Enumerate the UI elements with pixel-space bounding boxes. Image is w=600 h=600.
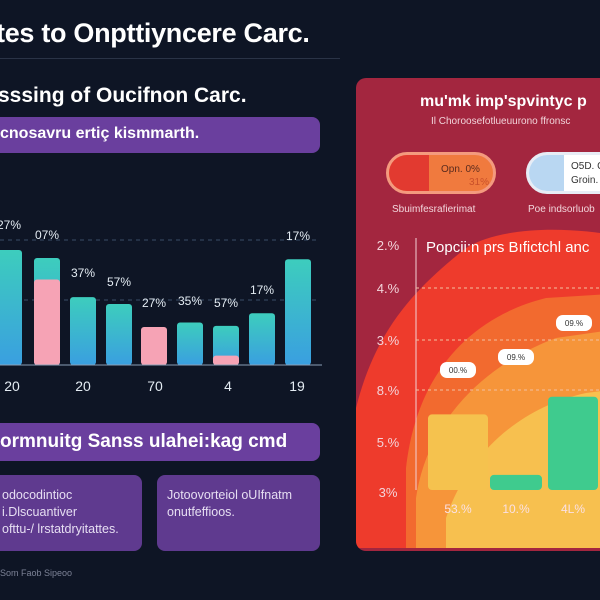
- bar-label: 57%: [214, 296, 238, 310]
- right-bar-chart: 2.% 4.% 3.% 8.% 5.% 3% Popcii:n prs Bıfictchl …: [356, 229, 600, 548]
- info-card-1: odocodintioc i.Dlscuantiver ofttu-/ lrst…: [0, 475, 142, 551]
- bar-label: 07%: [35, 228, 59, 242]
- bar-label: 17%: [250, 283, 274, 297]
- y-tick-label: 3%: [379, 485, 398, 500]
- y-tick-label: 3.%: [377, 333, 400, 348]
- banner-text: cnosavru ertiç kismmarth.: [0, 125, 200, 142]
- chart-title: Popcii:n prs Bıfictchl anc: [426, 239, 590, 256]
- bar: [428, 414, 488, 490]
- section-subtitle: sssing of Oucifnon Carc.: [0, 84, 247, 107]
- right-panel: mu'mk imp'spvintyc p Il Choroosefotlueuu…: [356, 78, 600, 551]
- stat-pill-2: O5D. C Groin.: [526, 152, 600, 194]
- x-tick-label: 10.%: [502, 502, 530, 516]
- card-line: ofttu-/ lrstatdryitattes.: [2, 522, 119, 536]
- badge-label: 09.%: [565, 319, 583, 328]
- bar-pink: [141, 327, 167, 365]
- pill-sub: Groin.: [571, 175, 599, 186]
- pill-label: Sbuimfesrafierimat: [392, 204, 476, 215]
- bar-teal: [285, 259, 311, 365]
- bar-label: 17%: [286, 229, 310, 243]
- bar-teal: [0, 250, 22, 365]
- bar-pink: [213, 355, 239, 365]
- y-tick-label: 2.%: [377, 238, 400, 253]
- pill-value: Opn. 0%: [441, 164, 480, 175]
- banner2-text: ormnuitg Sanss ulahei:kag cmd: [0, 431, 288, 452]
- info-card-2: Jotoovorteiol oUIfnatm onutfeffioos.: [157, 475, 320, 551]
- panel-title: mu'mk imp'spvintyc p: [420, 93, 587, 110]
- bar-label: 37%: [71, 266, 95, 280]
- bar-label: 27%: [142, 296, 166, 310]
- card-line: i.Dlscuantiver: [2, 505, 78, 519]
- bar-teal: [106, 304, 132, 365]
- x-tick-label: 19: [289, 378, 305, 394]
- pill-fill: [529, 155, 564, 191]
- left-bar-chart: 27% 07% 37% 57% 27% 35% 57% 17% 17% 20 20 70 4 19: [0, 218, 322, 394]
- bar-pink: [34, 279, 60, 365]
- footer-text: Som Faob Sipeoo: [0, 568, 73, 578]
- bar-teal: [213, 325, 239, 365]
- bar-teal: [177, 322, 203, 365]
- bar-label: 57%: [107, 275, 131, 289]
- pill-label: Poe indsorluob: [528, 204, 595, 215]
- x-tick-label: 4: [224, 378, 232, 394]
- page-title: tes to Onpttiyncere Carc.: [0, 18, 310, 48]
- card-line: odocodintioc: [2, 488, 73, 502]
- bar-teal: [249, 313, 275, 365]
- value-badge: [556, 315, 592, 331]
- pill-sub: 31%: [469, 177, 490, 188]
- y-tick-label: 5.%: [377, 435, 400, 450]
- pill-value: O5D. C: [571, 161, 600, 172]
- x-tick-label: 4L%: [561, 502, 585, 516]
- y-tick-label: 4.%: [377, 281, 400, 296]
- x-tick-label: 20: [4, 378, 20, 394]
- section-banner: cnosavru ertiç kismmarth.: [0, 117, 320, 153]
- section2-banner: ormnuitg Sanss ulahei:kag cmd: [0, 423, 320, 461]
- x-tick-label: 70: [147, 378, 163, 394]
- value-badge: [440, 362, 476, 378]
- x-tick-label: 53.%: [444, 502, 472, 516]
- pill-fill: [389, 155, 429, 191]
- badge-label: 09.%: [507, 353, 525, 362]
- badge-label: 00.%: [449, 366, 467, 375]
- bar-teal: [70, 297, 96, 365]
- bar-label: 27%: [0, 218, 21, 232]
- card-line: Jotoovorteiol oUIfnatm: [167, 488, 293, 502]
- divider: [0, 58, 340, 59]
- value-badge: [498, 349, 534, 365]
- bar-label: 35%: [178, 294, 202, 308]
- stat-pill-1: Opn. 0% 31%: [386, 152, 496, 194]
- bar: [490, 474, 542, 490]
- x-tick-label: 20: [75, 378, 91, 394]
- panel-subtitle: Il Choroosefotlueuurono ffronsc: [431, 116, 571, 127]
- bar: [548, 396, 598, 490]
- y-tick-label: 8.%: [377, 383, 400, 398]
- card-line: onutfeffioos.: [167, 505, 235, 519]
